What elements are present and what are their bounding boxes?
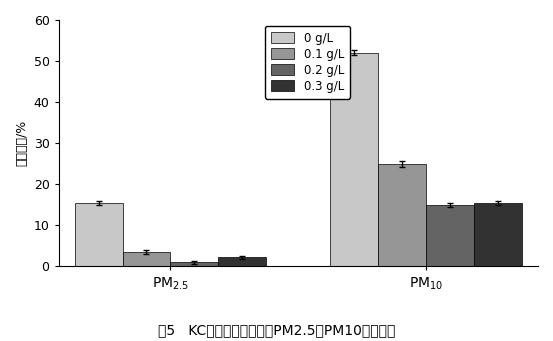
Text: 图5   KC的含量对飞灰中的PM2.5、PM10含量影响: 图5 KC的含量对飞灰中的PM2.5、PM10含量影响 — [158, 324, 395, 338]
Bar — [218, 257, 267, 266]
Bar — [75, 203, 123, 266]
Bar — [330, 53, 378, 266]
Bar — [378, 164, 426, 266]
Legend: 0 g/L, 0.1 g/L, 0.2 g/L, 0.3 g/L: 0 g/L, 0.1 g/L, 0.2 g/L, 0.3 g/L — [265, 26, 350, 99]
Bar — [123, 252, 170, 266]
Bar — [170, 262, 218, 266]
Y-axis label: 体积分数/%: 体积分数/% — [15, 120, 28, 166]
Bar — [474, 203, 522, 266]
Bar — [426, 205, 474, 266]
